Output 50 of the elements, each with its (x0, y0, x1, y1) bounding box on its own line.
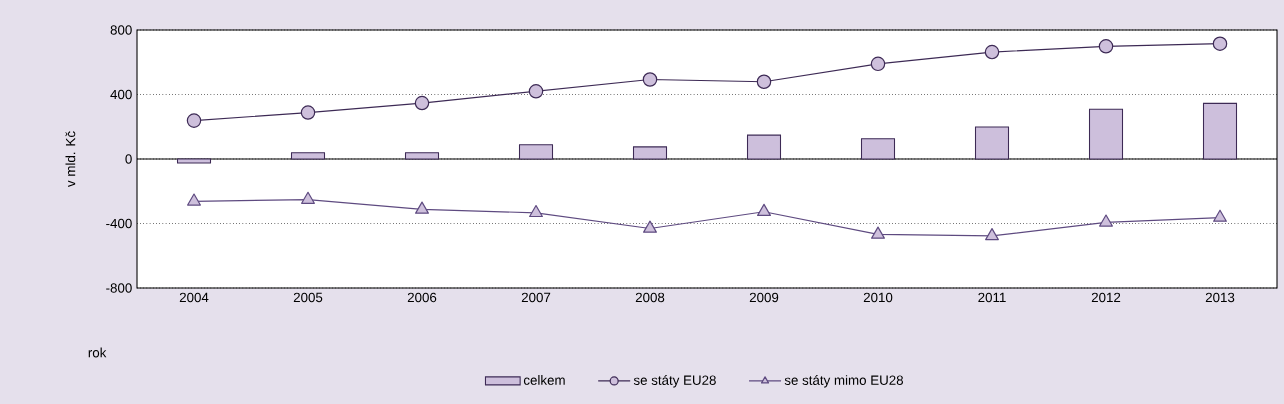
x-tick-label: 2007 (521, 292, 551, 303)
bar (176, 158, 212, 164)
legend-label: celkem (523, 375, 565, 385)
point (186, 113, 202, 128)
point (757, 203, 771, 216)
x-tick-label: 2011 (978, 292, 1006, 303)
x-tick-label: 2012 (1091, 292, 1121, 303)
point (528, 84, 544, 99)
x-axis-title: rok (88, 347, 107, 358)
bar (290, 152, 326, 160)
y-axis-title: v mld. Kč (65, 131, 76, 187)
x-tick-label: 2008 (635, 292, 665, 303)
y-tick-label: -800 (106, 283, 132, 293)
point (301, 191, 315, 204)
point (642, 72, 658, 87)
bar (746, 134, 782, 160)
y-tick-label: 800 (110, 25, 132, 35)
point (984, 44, 1000, 60)
bar (1202, 102, 1238, 160)
legend-label: se státy EU28 (633, 374, 716, 388)
point (529, 204, 543, 218)
bar (860, 138, 896, 160)
legend-label: se státy mimo EU28 (784, 374, 904, 388)
point (870, 56, 886, 72)
x-tick-label: 2004 (179, 292, 209, 303)
y-tick-label: -400 (106, 218, 132, 229)
point (756, 74, 772, 90)
x-tick-label: 2005 (293, 292, 323, 303)
point (414, 95, 430, 111)
x-tick-label: 2009 (749, 292, 779, 303)
x-tick-label: 2010 (863, 292, 893, 303)
x-tick-label: 2013 (1205, 292, 1235, 303)
bar (1088, 108, 1124, 160)
bar (404, 152, 440, 160)
point (985, 227, 999, 241)
point (1099, 214, 1113, 227)
bar (974, 126, 1010, 160)
x-tick-label: 2006 (407, 292, 437, 303)
point (300, 105, 316, 120)
bar (518, 144, 554, 160)
bar (632, 146, 668, 160)
point (871, 226, 885, 239)
point (1213, 209, 1227, 222)
y-tick-label: 0 (125, 154, 132, 164)
point (643, 220, 657, 233)
point (187, 193, 201, 206)
point (1212, 36, 1228, 51)
point (415, 201, 429, 214)
point (1098, 39, 1114, 54)
y-tick-label: 400 (110, 89, 132, 100)
